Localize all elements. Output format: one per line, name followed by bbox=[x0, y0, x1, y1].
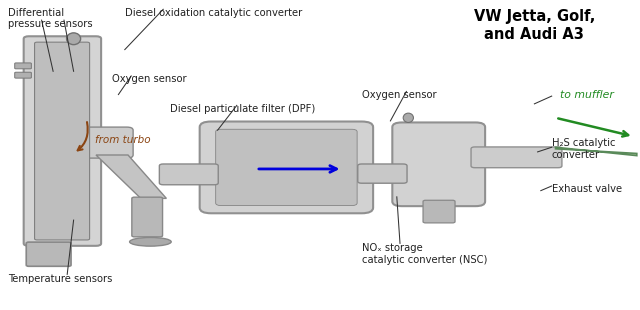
FancyBboxPatch shape bbox=[82, 127, 133, 158]
Text: Diesel particulate filter (DPF): Diesel particulate filter (DPF) bbox=[170, 104, 315, 114]
Ellipse shape bbox=[67, 33, 81, 45]
FancyBboxPatch shape bbox=[15, 72, 31, 78]
FancyBboxPatch shape bbox=[392, 122, 485, 206]
FancyBboxPatch shape bbox=[358, 164, 407, 183]
FancyBboxPatch shape bbox=[423, 200, 455, 223]
FancyBboxPatch shape bbox=[159, 164, 218, 185]
FancyBboxPatch shape bbox=[216, 129, 357, 206]
Text: Exhaust valve: Exhaust valve bbox=[552, 184, 622, 194]
Text: Oxygen sensor: Oxygen sensor bbox=[112, 74, 187, 84]
Text: to muffler: to muffler bbox=[560, 90, 614, 100]
Text: Diesel oxidation catalytic converter: Diesel oxidation catalytic converter bbox=[125, 8, 302, 18]
FancyArrowPatch shape bbox=[259, 166, 337, 172]
Ellipse shape bbox=[403, 113, 413, 122]
Polygon shape bbox=[556, 147, 637, 156]
FancyBboxPatch shape bbox=[35, 42, 90, 240]
FancyBboxPatch shape bbox=[132, 197, 163, 237]
Text: H₂S catalytic
converter: H₂S catalytic converter bbox=[552, 138, 615, 160]
FancyBboxPatch shape bbox=[200, 122, 373, 213]
Text: Oxygen sensor: Oxygen sensor bbox=[362, 90, 436, 100]
FancyArrowPatch shape bbox=[558, 118, 628, 136]
Text: Temperature sensors: Temperature sensors bbox=[8, 274, 113, 284]
Text: NOₓ storage
catalytic converter (NSC): NOₓ storage catalytic converter (NSC) bbox=[362, 243, 487, 265]
Text: Differential
pressure sensors: Differential pressure sensors bbox=[8, 8, 93, 29]
FancyBboxPatch shape bbox=[24, 36, 101, 246]
Text: VW Jetta, Golf,
and Audi A3: VW Jetta, Golf, and Audi A3 bbox=[474, 9, 595, 42]
FancyBboxPatch shape bbox=[15, 63, 31, 69]
FancyBboxPatch shape bbox=[26, 242, 71, 266]
Polygon shape bbox=[96, 155, 166, 198]
FancyBboxPatch shape bbox=[471, 147, 562, 168]
Ellipse shape bbox=[129, 237, 172, 246]
Text: from turbo: from turbo bbox=[95, 135, 150, 145]
FancyArrowPatch shape bbox=[77, 122, 88, 150]
